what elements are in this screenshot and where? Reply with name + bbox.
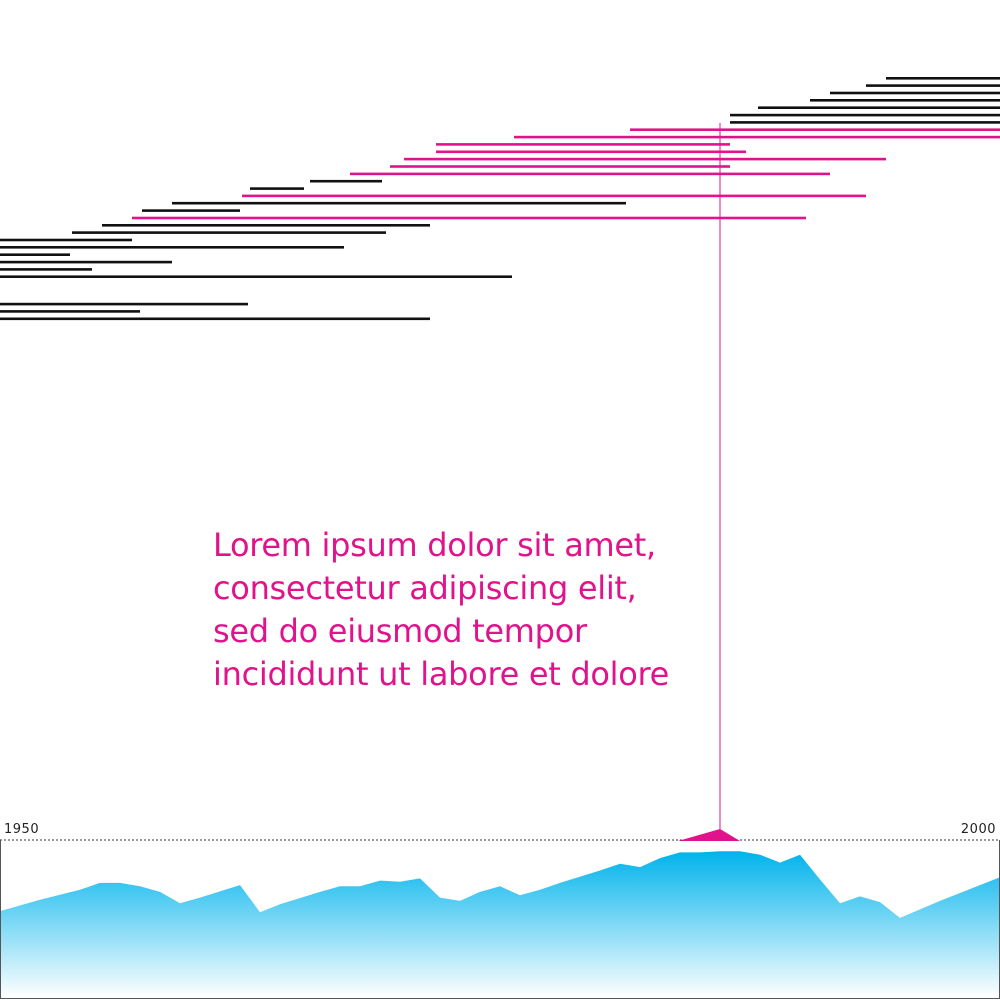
duration-bar	[730, 113, 1000, 117]
highlighted-bar	[630, 128, 1000, 131]
axis-end-year: 2000	[960, 822, 996, 837]
highlighted-bar	[350, 172, 830, 176]
annotation-line: Lorem ipsum dolor sit amet,	[213, 526, 656, 564]
duration-bar	[0, 268, 92, 271]
duration-bar	[830, 91, 1000, 95]
axis-start-year: 1950	[4, 822, 40, 837]
duration-bar	[758, 106, 1000, 109]
duration-bar	[0, 302, 248, 306]
highlighted-bar	[404, 157, 886, 161]
annotation-line: incididunt ut labore et dolore	[213, 655, 670, 693]
highlighted-bar	[436, 143, 730, 146]
duration-bar	[810, 99, 1000, 102]
highlighted-bar	[242, 194, 866, 198]
highlighted-bar	[514, 135, 1000, 139]
duration-bar	[172, 201, 626, 205]
highlighted-bar	[390, 165, 730, 168]
duration-bar	[866, 84, 1000, 87]
duration-bar	[730, 121, 1000, 124]
duration-bar	[102, 224, 430, 227]
year-selector-marker[interactable]	[678, 829, 740, 841]
highlighted-bar	[132, 216, 806, 220]
duration-bar	[250, 187, 304, 190]
annotation-text: Lorem ipsum dolor sit amet, consectetur …	[213, 524, 733, 696]
duration-bar	[0, 253, 70, 256]
duration-bar	[142, 209, 240, 212]
duration-bar	[0, 310, 140, 313]
area-series	[0, 851, 1000, 998]
duration-bar	[0, 260, 172, 264]
duration-bar	[0, 246, 344, 249]
annotation-line: sed do eiusmod tempor	[213, 612, 587, 650]
duration-bars	[0, 77, 1000, 321]
duration-bar	[0, 275, 512, 278]
duration-bar	[72, 231, 386, 234]
duration-bar	[310, 179, 382, 183]
duration-bar	[0, 238, 132, 242]
highlighted-bar	[436, 150, 746, 154]
duration-bar	[886, 77, 1000, 80]
annotation-line: consectetur adipiscing elit,	[213, 569, 637, 607]
duration-bar	[0, 317, 430, 321]
